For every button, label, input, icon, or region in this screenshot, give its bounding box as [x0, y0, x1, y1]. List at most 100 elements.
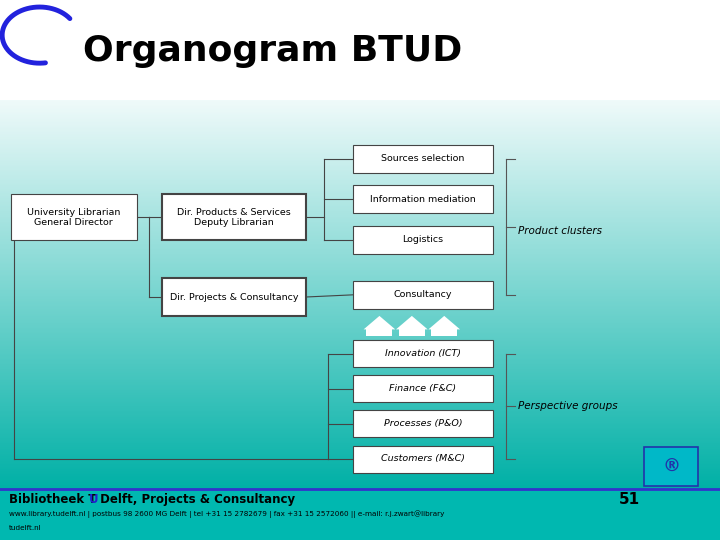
- Bar: [0, 438, 720, 440]
- Bar: [0, 196, 720, 197]
- Bar: [0, 184, 720, 185]
- Bar: [0, 237, 720, 239]
- Bar: [0, 355, 720, 356]
- Bar: [0, 337, 720, 339]
- Bar: [0, 399, 720, 401]
- Bar: [0, 450, 720, 451]
- Bar: [0, 481, 720, 482]
- Bar: [0, 373, 720, 375]
- Bar: [0, 104, 720, 105]
- Bar: [0, 114, 720, 116]
- Bar: [0, 205, 720, 206]
- Bar: [0, 248, 720, 249]
- Bar: [0, 174, 720, 175]
- Text: Dir. Projects & Consultancy: Dir. Projects & Consultancy: [170, 293, 298, 301]
- Bar: [0, 254, 720, 255]
- Bar: [0, 274, 720, 275]
- Bar: [0, 397, 720, 398]
- Bar: [0, 252, 720, 253]
- Bar: [0, 168, 720, 170]
- Bar: [0, 255, 720, 256]
- Bar: [0, 241, 720, 242]
- Bar: [0, 101, 720, 103]
- Bar: [0, 307, 720, 308]
- Bar: [0, 249, 720, 250]
- Bar: [0, 367, 720, 368]
- Bar: [0, 358, 720, 359]
- Bar: [0, 308, 720, 310]
- Bar: [0, 285, 720, 287]
- Bar: [0, 240, 720, 241]
- Bar: [0, 167, 720, 168]
- Bar: [0, 156, 720, 157]
- Bar: [0, 131, 720, 132]
- Bar: [0, 392, 720, 393]
- Bar: [0, 364, 720, 366]
- Text: ®: ®: [662, 457, 680, 476]
- Bar: [0, 206, 720, 207]
- Bar: [0, 146, 720, 148]
- Bar: [0, 100, 720, 101]
- Bar: [0, 219, 720, 220]
- Text: Bibliotheek T: Bibliotheek T: [9, 493, 96, 506]
- Bar: [0, 470, 720, 472]
- Bar: [0, 459, 720, 460]
- Bar: [0, 429, 720, 430]
- Bar: [0, 287, 720, 288]
- Bar: [0, 380, 720, 381]
- Bar: [0, 424, 720, 425]
- Bar: [0, 280, 720, 281]
- Text: 51: 51: [619, 492, 640, 507]
- Text: tudelft.nl: tudelft.nl: [9, 524, 41, 531]
- Bar: [0, 207, 720, 209]
- Bar: [0, 425, 720, 427]
- Bar: [353, 185, 493, 213]
- Bar: [0, 388, 720, 389]
- Bar: [0, 294, 720, 295]
- Bar: [0, 363, 720, 364]
- Bar: [0, 118, 720, 119]
- Bar: [0, 369, 720, 371]
- Bar: [0, 410, 720, 411]
- Bar: [0, 190, 720, 191]
- Bar: [0, 250, 720, 252]
- Bar: [0, 473, 720, 475]
- Text: Information mediation: Information mediation: [370, 195, 476, 204]
- Bar: [0, 306, 720, 307]
- Bar: [0, 346, 720, 347]
- Bar: [0, 434, 720, 436]
- Bar: [0, 181, 720, 183]
- Polygon shape: [364, 316, 395, 329]
- Bar: [0, 123, 720, 125]
- Bar: [0, 226, 720, 227]
- Polygon shape: [428, 316, 460, 329]
- Bar: [0, 441, 720, 442]
- Bar: [0, 334, 720, 336]
- Bar: [0, 297, 720, 298]
- Bar: [0, 151, 720, 152]
- Bar: [0, 402, 720, 403]
- Bar: [0, 319, 720, 320]
- Bar: [431, 329, 457, 336]
- Bar: [0, 313, 720, 314]
- Bar: [0, 233, 720, 235]
- Bar: [0, 135, 720, 136]
- Bar: [0, 352, 720, 353]
- Bar: [0, 482, 720, 483]
- Bar: [0, 187, 720, 188]
- Bar: [0, 276, 720, 278]
- Bar: [0, 301, 720, 302]
- Bar: [0, 349, 720, 350]
- Text: Organogram BTUD: Organogram BTUD: [83, 35, 462, 68]
- Bar: [0, 218, 720, 219]
- Bar: [0, 478, 720, 480]
- Bar: [0, 110, 720, 112]
- Bar: [0, 256, 720, 258]
- Text: Finance (F&C): Finance (F&C): [390, 384, 456, 393]
- Bar: [0, 211, 720, 213]
- Bar: [0, 119, 720, 120]
- Bar: [0, 393, 720, 394]
- Bar: [0, 428, 720, 429]
- Bar: [0, 116, 720, 117]
- Bar: [0, 486, 720, 488]
